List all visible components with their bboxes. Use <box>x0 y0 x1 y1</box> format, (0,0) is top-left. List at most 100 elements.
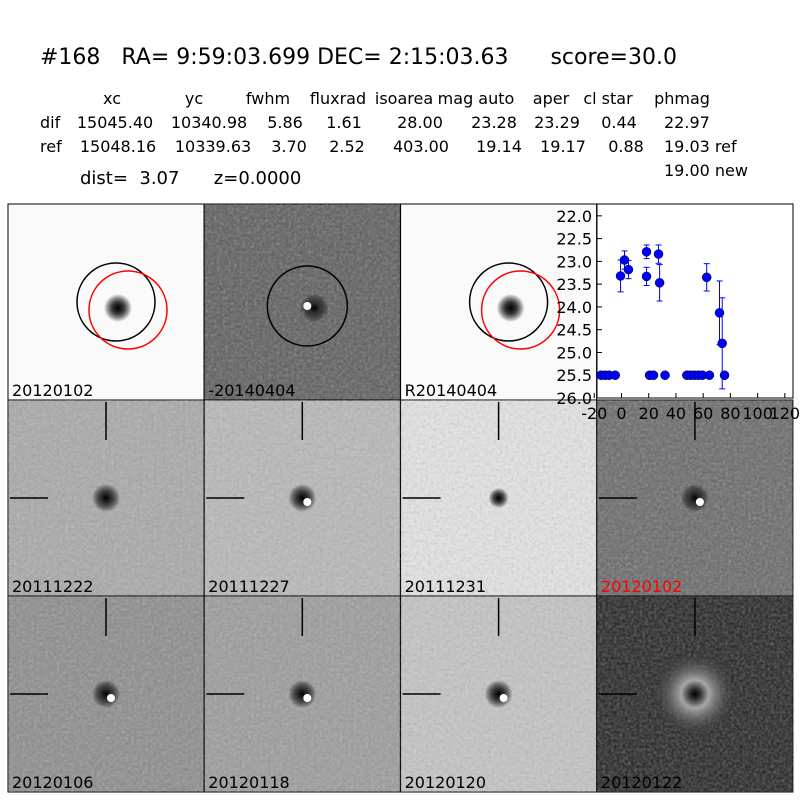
table-cell: 15048.16 <box>80 137 156 156</box>
image-panel: -20140404 <box>203 203 401 401</box>
image-panel: 20111231 <box>400 399 598 597</box>
aperture <box>468 262 549 342</box>
point <box>701 272 712 283</box>
column-header: yc <box>185 89 203 108</box>
panel-label: 20120118 <box>208 773 289 792</box>
point <box>641 271 652 282</box>
column-header: isoarea <box>375 89 433 108</box>
image-panel: 20120106 <box>7 595 205 793</box>
x-tick-label: 120 <box>770 404 800 423</box>
light-curve: 22.0 22.5 23.0 23.5 24.0 24.5 25.0 25.5 26.0-20 0… <box>556 203 800 423</box>
image-panel: 20120122 <box>596 595 794 793</box>
panels: 20120102 -20140404 R20140404 20111222 201112… <box>7 203 794 793</box>
source <box>104 294 132 322</box>
table-cell: 19.17 <box>540 137 586 156</box>
table-cell: 19.14 <box>476 137 522 156</box>
x-tick-label: 60 <box>693 404 713 423</box>
point <box>719 370 730 380</box>
source <box>680 680 709 708</box>
point <box>610 370 620 380</box>
table-cell: 23.29 <box>534 113 580 132</box>
point <box>704 370 715 380</box>
aperture-ref <box>480 270 561 350</box>
y-tick-label: 24.0 <box>556 298 592 317</box>
column-header: fluxrad <box>310 89 366 108</box>
point <box>717 338 727 349</box>
table-cell: 0.44 <box>601 113 637 132</box>
image-panel: 20111227 <box>203 399 401 597</box>
panel-label: 20120102 <box>12 381 93 400</box>
dist: dist= 3.07 z=0.0000 <box>80 168 301 189</box>
table-cell: 3.70 <box>271 137 307 156</box>
table-cell: 0.88 <box>608 137 644 156</box>
source <box>288 484 317 512</box>
x-tick-label: 100 <box>742 404 773 423</box>
x-tick-label: 20 <box>639 404 659 423</box>
table-cell: ref <box>40 137 62 156</box>
aperture <box>266 265 349 347</box>
table-cell: 2.52 <box>329 137 365 156</box>
extra: 19.00 new <box>664 161 748 180</box>
table-cell: 10340.98 <box>171 113 247 132</box>
table: xc yc fwhm fluxrad isoarea mag auto aper cl sta… <box>40 89 737 156</box>
source <box>288 680 317 708</box>
source-residual <box>303 498 312 506</box>
x-tick-label: 40 <box>666 404 686 423</box>
x-tick-label: 80 <box>720 404 740 423</box>
point <box>660 370 670 380</box>
table-cell: 403.00 <box>393 137 449 156</box>
y-tick-label: 26.0 <box>556 389 592 408</box>
panel-label: 20111222 <box>12 577 93 596</box>
source <box>484 680 513 708</box>
y-tick-label: 23.5 <box>556 275 592 294</box>
panel-label: 20111231 <box>405 577 486 596</box>
table-cell: 15045.40 <box>77 113 153 132</box>
y-tick-label: 22.0 <box>556 207 592 226</box>
title: #168 RA= 9:59:03.699 DEC= 2:15:03.63 sco… <box>40 45 677 70</box>
point <box>623 264 634 275</box>
panel-label: 20120102 <box>601 577 682 596</box>
column-header: phmag <box>654 89 710 108</box>
point <box>648 370 659 380</box>
x-tick-label: -20 <box>581 404 607 423</box>
panel-label: -20140404 <box>208 381 295 400</box>
table-cell: 5.86 <box>267 113 303 132</box>
table-cell: 22.97 <box>664 113 710 132</box>
panel-label: 20120120 <box>405 773 486 792</box>
column-header: mag auto <box>438 89 515 108</box>
source-residual <box>499 694 508 702</box>
image-panel: 20120118 <box>203 595 401 793</box>
image-panel: 20120102 <box>7 203 205 401</box>
column-header: cl star <box>583 89 633 108</box>
aperture-ref <box>88 270 168 350</box>
y-tick-label: 23.0 <box>556 252 592 271</box>
image-panel: R20140404 <box>400 203 598 401</box>
panel-label: 20120106 <box>12 773 93 792</box>
column-header: aper <box>533 89 570 108</box>
table-cell: 23.28 <box>471 113 517 132</box>
source <box>488 488 509 508</box>
image-panel: 20120102 <box>596 399 794 597</box>
table-cell: 10339.63 <box>175 137 251 156</box>
source <box>92 680 120 708</box>
y-tick-label: 25.0 <box>556 343 592 362</box>
table-cell: 28.00 <box>397 113 443 132</box>
point <box>641 247 652 257</box>
source-residual <box>695 498 704 506</box>
y-tick-label: 24.5 <box>556 321 592 340</box>
image-panel: 20111222 <box>7 399 205 597</box>
source-residual <box>107 694 115 702</box>
plot-frame <box>596 203 794 399</box>
source <box>92 484 120 512</box>
y-tick-label: 22.5 <box>556 230 592 249</box>
panel-label: 20120122 <box>601 773 682 792</box>
source-residual <box>303 302 312 310</box>
source-residual <box>303 694 312 702</box>
panel-label: R20140404 <box>405 381 498 400</box>
column-header: xc <box>103 89 121 108</box>
aperture <box>76 262 156 342</box>
table-cell: dif <box>40 113 61 132</box>
panel-label: 20111227 <box>208 577 289 596</box>
x-tick-label: 0 <box>616 404 626 423</box>
